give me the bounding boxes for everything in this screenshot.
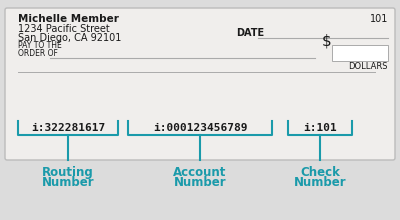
FancyBboxPatch shape — [5, 8, 395, 160]
Text: Routing: Routing — [42, 166, 94, 179]
Text: 101: 101 — [370, 14, 388, 24]
Bar — [332, 45, 388, 61]
Text: Michelle Member: Michelle Member — [18, 14, 119, 24]
Text: Account: Account — [173, 166, 227, 179]
Text: DOLLARS: DOLLARS — [348, 62, 388, 71]
Text: i:322281617: i:322281617 — [31, 123, 105, 133]
Text: ORDER OF: ORDER OF — [18, 49, 58, 58]
Text: i:101: i:101 — [303, 123, 337, 133]
Text: Check: Check — [300, 166, 340, 179]
Text: Number: Number — [294, 176, 346, 189]
Text: San Diego, CA 92101: San Diego, CA 92101 — [18, 33, 121, 43]
Text: PAY TO THE: PAY TO THE — [18, 41, 62, 50]
Text: DATE: DATE — [236, 28, 264, 38]
Text: Number: Number — [174, 176, 226, 189]
Text: $: $ — [322, 33, 332, 48]
Text: 1234 Pacific Street: 1234 Pacific Street — [18, 24, 110, 34]
Text: Number: Number — [42, 176, 94, 189]
Text: i:000123456789: i:000123456789 — [153, 123, 247, 133]
